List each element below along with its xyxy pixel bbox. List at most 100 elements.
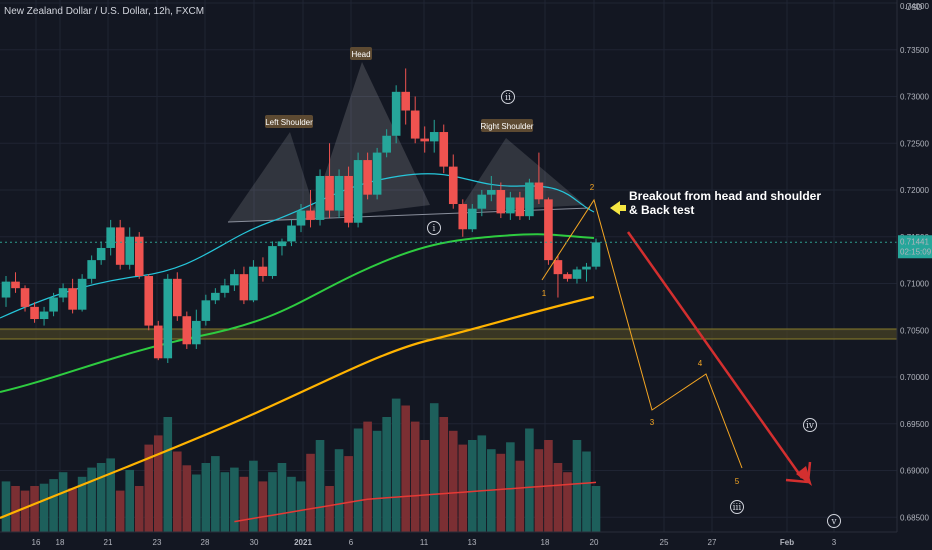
x-tick-label: 2021 xyxy=(294,538,312,547)
volume-bar xyxy=(77,476,87,532)
volume-bar xyxy=(525,428,534,532)
candle-body xyxy=(77,278,87,310)
y-tick-label: 0.73000 xyxy=(900,93,929,102)
candle-body xyxy=(268,246,277,277)
x-tick-label: 27 xyxy=(708,538,717,547)
candle-body xyxy=(153,325,163,359)
y-tick-label: 0.70500 xyxy=(900,326,929,335)
candle-body xyxy=(496,190,506,214)
y-tick-label: 0.74000 xyxy=(900,2,929,11)
candle-body xyxy=(182,316,192,345)
volume-bar xyxy=(87,467,96,532)
candle-body xyxy=(467,208,477,230)
volume-bar xyxy=(211,456,220,532)
volume-bar xyxy=(458,444,468,532)
volume-bar xyxy=(163,417,173,532)
volume-bar xyxy=(249,460,258,532)
bar-countdown: 02:15:09 xyxy=(900,247,932,256)
volume-bar xyxy=(534,449,544,532)
x-tick-label: 23 xyxy=(153,538,162,547)
volume-bar xyxy=(391,398,401,532)
candle-body xyxy=(315,175,325,220)
x-tick-label: 13 xyxy=(468,538,477,547)
candle-body xyxy=(591,242,601,267)
wave-label: 5 xyxy=(735,477,740,486)
y-tick-label: 0.72000 xyxy=(900,186,929,195)
x-tick-label: 21 xyxy=(104,538,113,547)
volume-bar xyxy=(467,440,477,532)
volume-bar xyxy=(353,428,363,532)
x-tick-label: 25 xyxy=(660,538,669,547)
candle-body xyxy=(249,266,258,301)
volume-bar xyxy=(39,483,49,532)
y-tick-label: 0.69000 xyxy=(900,467,929,476)
head-label-box xyxy=(350,47,372,60)
candle-body xyxy=(125,236,135,265)
candle-body xyxy=(477,194,487,209)
left-shoulder-label-box xyxy=(265,115,313,128)
volume-bar xyxy=(506,442,515,532)
candle-body xyxy=(334,175,344,211)
ma-slow-line xyxy=(0,295,595,520)
candle-body xyxy=(39,311,49,320)
volume-bar xyxy=(115,490,125,532)
left-shoulder-label: Left Shoulder xyxy=(265,118,313,127)
x-tick-label: 11 xyxy=(420,538,429,547)
candle-body xyxy=(544,199,553,261)
candle-body xyxy=(211,292,220,301)
y-tick-label: 0.71000 xyxy=(900,280,929,289)
currency-label: USD xyxy=(906,3,923,12)
roman-label: iv xyxy=(806,421,815,431)
wave-label: 2 xyxy=(590,183,595,192)
chart-title: New Zealand Dollar / U.S. Dollar, 12h, F… xyxy=(4,6,205,17)
candle-body xyxy=(58,288,68,298)
volume-bar xyxy=(49,479,58,532)
candle-body xyxy=(572,269,582,279)
volume-bar xyxy=(125,469,135,532)
candle-body xyxy=(144,276,154,326)
candle-body xyxy=(134,236,144,277)
roman-circle-v xyxy=(827,514,841,528)
volume-bar xyxy=(420,440,430,532)
downtrend-arrow-tip xyxy=(796,466,812,486)
volume-bar xyxy=(11,486,20,532)
volume-bar xyxy=(134,486,144,532)
x-tick-label: 3 xyxy=(832,538,837,547)
x-tick-label: 18 xyxy=(56,538,65,547)
candle-body xyxy=(420,138,430,142)
y-tick-label: 0.72500 xyxy=(900,139,929,148)
candle-body xyxy=(296,210,306,226)
volume-bar xyxy=(553,463,563,532)
roman-label: v xyxy=(830,517,837,527)
volume-bar xyxy=(287,476,296,532)
x-tick-label: 16 xyxy=(32,538,41,547)
wave-label: 1 xyxy=(542,289,547,298)
candle-body xyxy=(163,278,173,359)
volume-bar xyxy=(277,463,287,532)
pointer-arrow-icon xyxy=(610,201,626,215)
head-label: Head xyxy=(351,50,370,59)
candle-body xyxy=(410,110,420,139)
roman-circle-i xyxy=(427,221,441,235)
volume-bar xyxy=(382,417,391,532)
candle-body xyxy=(534,182,544,200)
roman-circle-ii xyxy=(501,90,515,104)
volume-bar xyxy=(344,456,353,532)
candle-body xyxy=(344,175,353,223)
candle-body xyxy=(353,160,363,223)
volume-bar xyxy=(372,430,382,532)
volume-bar xyxy=(239,476,249,532)
volume-bar xyxy=(401,405,410,532)
current-price-value: 0.71441 xyxy=(900,237,929,246)
x-tick-label: 20 xyxy=(590,538,599,547)
right-shoulder-label: Right Shoulder xyxy=(481,122,534,131)
volume-bar xyxy=(230,467,239,532)
candle-body xyxy=(87,260,96,279)
volume-bar xyxy=(268,472,277,532)
candle-body xyxy=(258,266,268,277)
volume-bar xyxy=(20,490,30,532)
candle-body xyxy=(11,281,20,289)
x-tick-label: 6 xyxy=(349,538,354,547)
candle-body xyxy=(515,197,525,217)
